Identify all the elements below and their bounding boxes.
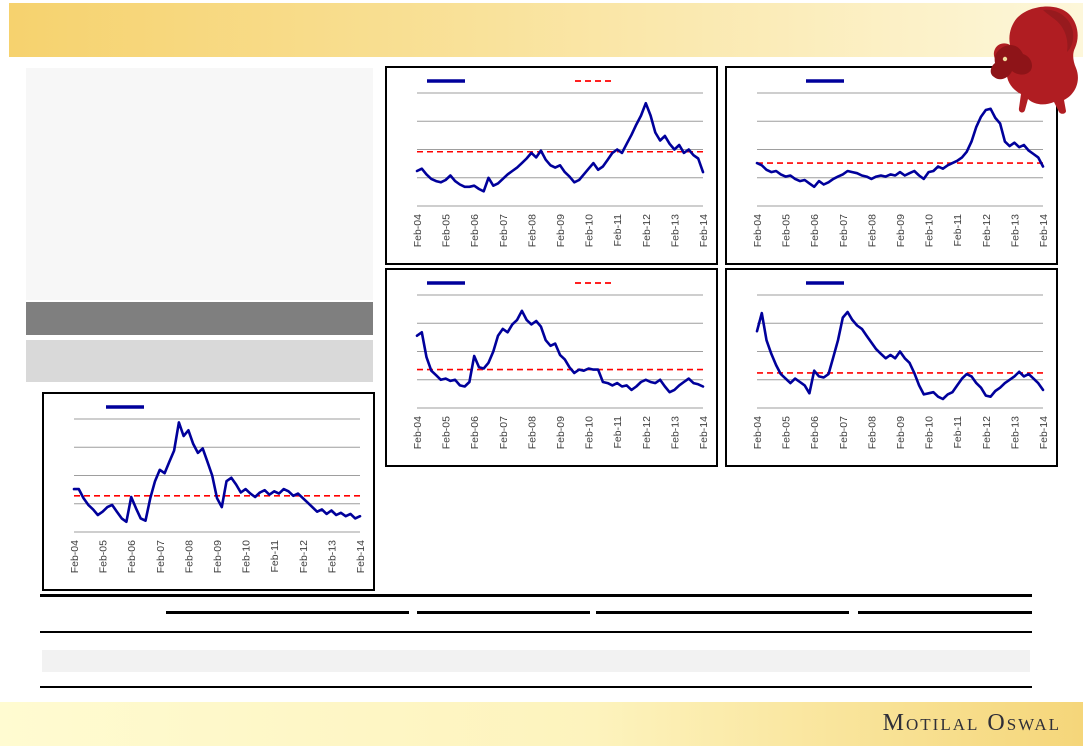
svg-text:Feb-06: Feb-06 — [469, 416, 481, 449]
svg-text:Feb-13: Feb-13 — [326, 540, 338, 573]
svg-text:Feb-04: Feb-04 — [412, 214, 424, 247]
header-band — [9, 3, 1083, 57]
svg-text:Feb-12: Feb-12 — [981, 214, 993, 247]
svg-text:Feb-05: Feb-05 — [441, 214, 453, 247]
svg-text:Feb-04: Feb-04 — [412, 416, 424, 449]
svg-text:Feb-12: Feb-12 — [298, 540, 310, 573]
chart-top-right: Feb-04 Feb-05 Feb-06 Feb-07 Feb-08 Feb-09 Feb-… — [725, 66, 1058, 265]
svg-text:Feb-07: Feb-07 — [838, 416, 850, 449]
svg-text:Feb-14: Feb-14 — [698, 214, 710, 247]
svg-text:Feb-11: Feb-11 — [269, 540, 281, 573]
svg-text:Feb-11: Feb-11 — [612, 416, 624, 449]
svg-text:Feb-10: Feb-10 — [924, 214, 936, 247]
svg-text:Feb-14: Feb-14 — [1038, 214, 1050, 247]
svg-text:Feb-10: Feb-10 — [241, 540, 253, 573]
svg-text:Feb-07: Feb-07 — [498, 416, 510, 449]
table-header-underline-1 — [166, 611, 409, 614]
svg-text:Feb-04: Feb-04 — [752, 214, 764, 247]
svg-text:Feb-07: Feb-07 — [498, 214, 510, 247]
svg-text:Feb-11: Feb-11 — [612, 214, 624, 247]
svg-text:Feb-10: Feb-10 — [584, 214, 596, 247]
svg-text:Feb-13: Feb-13 — [669, 214, 681, 247]
svg-text:Feb-12: Feb-12 — [641, 214, 653, 247]
svg-text:Feb-08: Feb-08 — [183, 540, 195, 573]
svg-text:Feb-11: Feb-11 — [952, 416, 964, 449]
svg-text:Feb-09: Feb-09 — [895, 416, 907, 449]
svg-text:Feb-13: Feb-13 — [1009, 214, 1021, 247]
chart-bottom-left-canvas: Feb-04 Feb-05 Feb-06 Feb-07 Feb-08 Feb-09 Feb-… — [69, 405, 367, 573]
section-header-band — [26, 302, 373, 335]
table-bottom-rule — [40, 686, 1032, 688]
svg-text:Feb-13: Feb-13 — [1009, 416, 1021, 449]
svg-text:Feb-13: Feb-13 — [669, 416, 681, 449]
subsection-band — [26, 340, 373, 382]
chart-mid-middle-canvas: Feb-04 Feb-05 Feb-06 Feb-07 Feb-08 Feb-09 Feb-… — [412, 281, 710, 449]
svg-text:Feb-09: Feb-09 — [555, 416, 567, 449]
chart-mid-middle: Feb-04 Feb-05 Feb-06 Feb-07 Feb-08 Feb-09 Feb-… — [385, 268, 718, 467]
footer-band — [0, 702, 1083, 746]
svg-text:Feb-04: Feb-04 — [69, 540, 81, 573]
svg-text:Feb-12: Feb-12 — [981, 416, 993, 449]
chart-mid-right-canvas: Feb-04 Feb-05 Feb-06 Feb-07 Feb-08 Feb-09 Feb-… — [752, 281, 1050, 449]
table-row-highlight — [42, 650, 1030, 672]
chart-mid-right: Feb-04 Feb-05 Feb-06 Feb-07 Feb-08 Feb-09 Feb-… — [725, 268, 1058, 467]
svg-text:Feb-07: Feb-07 — [155, 540, 167, 573]
svg-text:Feb-09: Feb-09 — [895, 214, 907, 247]
svg-text:Feb-14: Feb-14 — [1038, 416, 1050, 449]
chart-top-middle: Feb-04 Feb-05 Feb-06 Feb-07 Feb-08 Feb-09 Feb-… — [385, 66, 718, 265]
table-mid-rule — [40, 631, 1032, 633]
svg-text:Feb-06: Feb-06 — [126, 540, 138, 573]
svg-text:Feb-08: Feb-08 — [866, 214, 878, 247]
chart-top-right-canvas: Feb-04 Feb-05 Feb-06 Feb-07 Feb-08 Feb-09 Feb-… — [752, 79, 1050, 247]
table-top-rule — [40, 594, 1032, 597]
chart-top-middle-canvas: Feb-04 Feb-05 Feb-06 Feb-07 Feb-08 Feb-09 Feb-… — [412, 79, 710, 247]
svg-text:Feb-09: Feb-09 — [212, 540, 224, 573]
svg-text:Feb-05: Feb-05 — [98, 540, 110, 573]
svg-text:Feb-12: Feb-12 — [641, 416, 653, 449]
text-placeholder-panel — [26, 68, 373, 300]
table-header-underline-2 — [417, 611, 590, 614]
svg-text:Feb-08: Feb-08 — [526, 416, 538, 449]
svg-text:Feb-10: Feb-10 — [924, 416, 936, 449]
svg-text:Feb-11: Feb-11 — [952, 214, 964, 247]
svg-text:Feb-14: Feb-14 — [355, 540, 367, 573]
svg-text:Feb-05: Feb-05 — [781, 416, 793, 449]
svg-text:Feb-05: Feb-05 — [441, 416, 453, 449]
svg-text:Feb-04: Feb-04 — [752, 416, 764, 449]
svg-text:Feb-08: Feb-08 — [526, 214, 538, 247]
bull-icon — [990, 6, 1078, 114]
svg-text:Feb-06: Feb-06 — [809, 214, 821, 247]
svg-text:Feb-08: Feb-08 — [866, 416, 878, 449]
svg-text:Feb-06: Feb-06 — [469, 214, 481, 247]
bull-logo — [983, 4, 1083, 116]
chart-bottom-left: Feb-04 Feb-05 Feb-06 Feb-07 Feb-08 Feb-09 Feb-… — [42, 392, 375, 591]
brand-wordmark: Motilal Oswal — [882, 710, 1061, 736]
table-header-underline-3 — [596, 611, 849, 614]
svg-text:Feb-14: Feb-14 — [698, 416, 710, 449]
svg-text:Feb-06: Feb-06 — [809, 416, 821, 449]
svg-text:Feb-09: Feb-09 — [555, 214, 567, 247]
svg-text:Feb-10: Feb-10 — [584, 416, 596, 449]
svg-text:Feb-07: Feb-07 — [838, 214, 850, 247]
svg-text:Feb-05: Feb-05 — [781, 214, 793, 247]
table-header-underline-4 — [858, 611, 1032, 614]
